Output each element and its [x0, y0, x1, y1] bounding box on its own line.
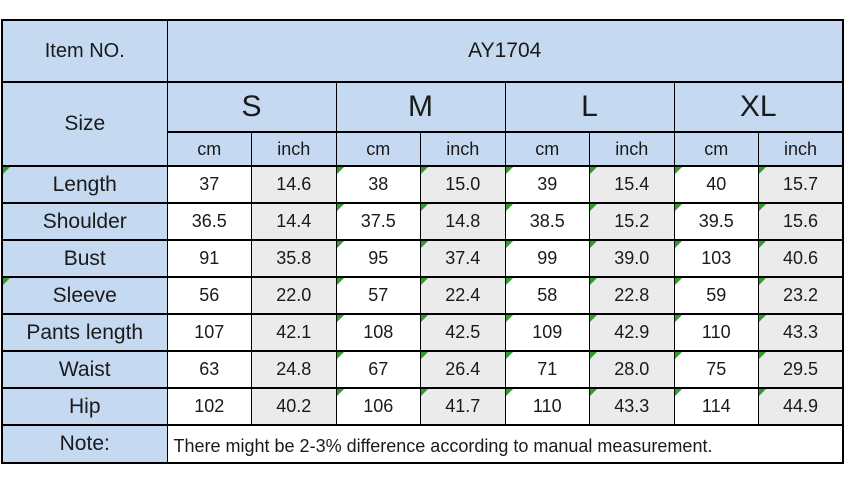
size-header-l: L — [504, 81, 675, 133]
size-chart-table: Item NO. AY1704 Size S M L XL cm inch cm… — [1, 19, 844, 464]
value-cell: 42.1 — [251, 313, 337, 352]
value-cell: 42.9 — [589, 313, 675, 352]
value-cell: 58 — [504, 276, 590, 315]
value-cell: 114 — [673, 387, 759, 426]
value-cell: 103 — [673, 239, 759, 278]
unit-header-s-cm: cm — [166, 131, 252, 167]
value-cell: 24.8 — [251, 350, 337, 389]
size-header-s: S — [166, 81, 337, 133]
row-label-waist: Waist — [1, 350, 168, 389]
row-label-length: Length — [1, 165, 168, 204]
value-cell: 110 — [673, 313, 759, 352]
value-cell: 57 — [335, 276, 421, 315]
unit-header-row: cm inch cm inch cm inch cm inch — [2, 131, 844, 167]
value-cell: 43.3 — [589, 387, 675, 426]
item-no-value: AY1704 — [166, 19, 844, 83]
value-cell: 36.5 — [166, 202, 252, 241]
value-cell: 67 — [335, 350, 421, 389]
row-label-shoulder: Shoulder — [1, 202, 168, 241]
value-cell: 43.3 — [758, 313, 844, 352]
unit-header-s-inch: inch — [251, 131, 337, 167]
row-label-sleeve: Sleeve — [1, 276, 168, 315]
value-cell: 22.4 — [420, 276, 506, 315]
value-cell: 28.0 — [589, 350, 675, 389]
value-cell: 59 — [673, 276, 759, 315]
value-cell: 44.9 — [758, 387, 844, 426]
unit-header-xl-inch: inch — [758, 131, 844, 167]
value-cell: 40.2 — [251, 387, 337, 426]
value-cell: 23.2 — [758, 276, 844, 315]
table-row: Waist 63 24.8 67 26.4 71 28.0 75 29.5 — [1, 350, 844, 389]
table-row: Hip 102 40.2 106 41.7 110 43.3 114 44.9 — [1, 387, 844, 426]
unit-header-xl-cm: cm — [673, 131, 759, 167]
row-label-bust: Bust — [1, 239, 168, 278]
unit-header-m-cm: cm — [335, 131, 421, 167]
value-cell: 14.8 — [420, 202, 506, 241]
value-cell: 26.4 — [420, 350, 506, 389]
value-cell: 39 — [504, 165, 590, 204]
table-row: Length 37 14.6 38 15.0 39 15.4 40 15.7 — [1, 165, 844, 204]
value-cell: 14.4 — [251, 202, 337, 241]
value-cell: 71 — [504, 350, 590, 389]
value-cell: 42.5 — [420, 313, 506, 352]
value-cell: 106 — [335, 387, 421, 426]
value-cell: 15.4 — [589, 165, 675, 204]
value-cell: 75 — [673, 350, 759, 389]
value-cell: 91 — [166, 239, 252, 278]
value-cell: 29.5 — [758, 350, 844, 389]
value-cell: 35.8 — [251, 239, 337, 278]
table-row: Shoulder 36.5 14.4 37.5 14.8 38.5 15.2 39.5 15.6 — [1, 202, 844, 241]
value-cell: 40 — [673, 165, 759, 204]
value-cell: 110 — [504, 387, 590, 426]
value-cell: 22.0 — [251, 276, 337, 315]
value-cell: 63 — [166, 350, 252, 389]
value-cell: 99 — [504, 239, 590, 278]
note-row: Note: There might be 2-3% difference acc… — [1, 424, 844, 464]
value-cell: 37.4 — [420, 239, 506, 278]
value-cell: 95 — [335, 239, 421, 278]
value-cell: 39.5 — [673, 202, 759, 241]
value-cell: 107 — [166, 313, 252, 352]
value-cell: 15.0 — [420, 165, 506, 204]
size-header-row: Size S M L XL — [1, 81, 844, 167]
unit-header-m-inch: inch — [420, 131, 506, 167]
value-cell: 37.5 — [335, 202, 421, 241]
unit-header-l-cm: cm — [504, 131, 590, 167]
item-no-row: Item NO. AY1704 — [1, 19, 844, 83]
size-label: Size — [1, 81, 168, 167]
value-cell: 15.7 — [758, 165, 844, 204]
item-no-label: Item NO. — [1, 19, 168, 83]
value-cell: 22.8 — [589, 276, 675, 315]
value-cell: 41.7 — [420, 387, 506, 426]
value-cell: 39.0 — [589, 239, 675, 278]
value-cell: 37 — [166, 165, 252, 204]
table-row: Pants length 107 42.1 108 42.5 109 42.9 110 43.3 — [1, 313, 844, 352]
table-row: Bust 91 35.8 95 37.4 99 39.0 103 40.6 — [1, 239, 844, 278]
note-label: Note: — [1, 424, 168, 464]
value-cell: 56 — [166, 276, 252, 315]
unit-header-l-inch: inch — [589, 131, 675, 167]
size-header-m: M — [335, 81, 506, 133]
row-label-hip: Hip — [1, 387, 168, 426]
value-cell: 38.5 — [504, 202, 590, 241]
value-cell: 38 — [335, 165, 421, 204]
table-row: Sleeve 56 22.0 57 22.4 58 22.8 59 23.2 — [1, 276, 844, 315]
value-cell: 40.6 — [758, 239, 844, 278]
value-cell: 108 — [335, 313, 421, 352]
value-cell: 102 — [166, 387, 252, 426]
value-cell: 15.2 — [589, 202, 675, 241]
value-cell: 109 — [504, 313, 590, 352]
size-header-xl: XL — [673, 81, 844, 133]
value-cell: 14.6 — [251, 165, 337, 204]
row-label-pants-length: Pants length — [1, 313, 168, 352]
note-text: There might be 2-3% difference according… — [166, 424, 844, 464]
value-cell: 15.6 — [758, 202, 844, 241]
